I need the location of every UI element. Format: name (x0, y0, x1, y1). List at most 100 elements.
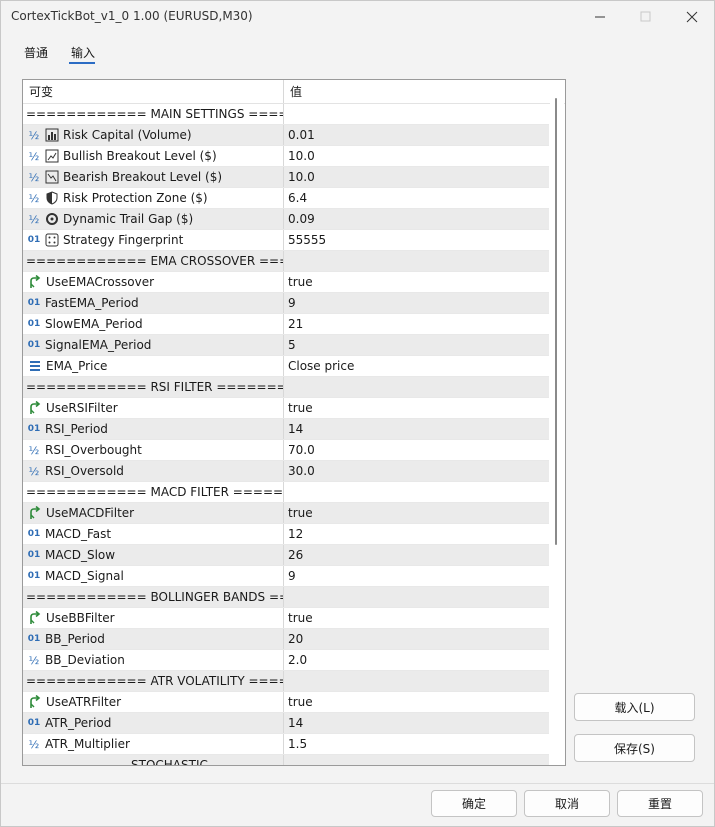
param-row[interactable]: 01 Strategy Fingerprint 55555 (23, 230, 549, 251)
param-row[interactable]: 01 MACD_Signal 9 (23, 566, 549, 587)
value-cell[interactable] (284, 587, 288, 607)
name-cell[interactable]: ============ MACD FILTER =======... (23, 482, 284, 502)
param-row[interactable]: 01 BB_Period 20 (23, 629, 549, 650)
name-cell[interactable]: EMA_Price (23, 356, 284, 376)
section-row[interactable]: ============ MACD FILTER =======... (23, 482, 549, 503)
name-cell[interactable]: UseMACDFilter (23, 503, 284, 523)
value-cell[interactable]: true (288, 401, 313, 415)
name-cell[interactable]: ½ ATR_Multiplier (23, 734, 284, 754)
value-cell[interactable]: true (288, 275, 313, 289)
param-row[interactable]: ½ ATR_Multiplier 1.5 (23, 734, 549, 755)
scrollbar[interactable] (550, 80, 564, 765)
param-row[interactable]: UseMACDFilter true (23, 503, 549, 524)
section-row[interactable]: ============ ATR VOLATILITY =====... (23, 671, 549, 692)
scroll-thumb[interactable] (555, 98, 557, 545)
name-cell[interactable]: UseBBFilter (23, 608, 284, 628)
param-row[interactable]: ½ Bullish Breakout Level ($) 10.0 (23, 146, 549, 167)
section-row[interactable]: ============ RSI FILTER =========... (23, 377, 549, 398)
name-cell[interactable]: 01 SlowEMA_Period (23, 314, 284, 334)
section-row[interactable]: ============ MAIN SETTINGS ====... (23, 104, 549, 125)
param-row[interactable]: UseEMACrossover true (23, 272, 549, 293)
section-row[interactable]: ============ BOLLINGER BANDS ====... (23, 587, 549, 608)
load-button[interactable]: 载入(L) (574, 693, 695, 721)
param-row[interactable]: EMA_Price Close price (23, 356, 549, 377)
section-row[interactable]: STOCHASTIC (23, 755, 549, 765)
value-cell[interactable] (284, 482, 288, 502)
name-cell[interactable]: 01 Strategy Fingerprint (23, 230, 284, 250)
name-cell[interactable]: ============ ATR VOLATILITY =====... (23, 671, 284, 691)
param-row[interactable]: 01 FastEMA_Period 9 (23, 293, 549, 314)
name-cell[interactable]: ½ Bearish Breakout Level ($) (23, 167, 284, 187)
value-cell[interactable]: 21 (288, 317, 304, 331)
value-cell[interactable] (284, 755, 288, 765)
value-cell[interactable]: 0.01 (288, 128, 315, 142)
name-cell[interactable]: ============ EMA CROSSOVER ====... (23, 251, 284, 271)
param-row[interactable]: ½ BB_Deviation 2.0 (23, 650, 549, 671)
name-cell[interactable]: 01 BB_Period (23, 629, 284, 649)
value-cell[interactable]: 10.0 (288, 149, 315, 163)
value-cell[interactable]: true (288, 695, 313, 709)
name-cell[interactable]: 01 FastEMA_Period (23, 293, 284, 313)
value-cell[interactable]: 55555 (288, 233, 327, 247)
value-cell[interactable]: 1.5 (288, 737, 308, 751)
name-cell[interactable]: 01 MACD_Fast (23, 524, 284, 544)
name-cell[interactable]: ½ RSI_Overbought (23, 440, 284, 460)
param-row[interactable]: UseBBFilter true (23, 608, 549, 629)
value-cell[interactable]: 10.0 (288, 170, 315, 184)
name-cell[interactable]: 01 ATR_Period (23, 713, 284, 733)
value-cell[interactable]: true (288, 506, 313, 520)
param-row[interactable]: UseATRFilter true (23, 692, 549, 713)
param-row[interactable]: UseRSIFilter true (23, 398, 549, 419)
value-cell[interactable]: 9 (288, 296, 296, 310)
value-cell[interactable]: 12 (288, 527, 304, 541)
param-row[interactable]: ½ Bearish Breakout Level ($) 10.0 (23, 167, 549, 188)
param-row[interactable]: ½ Risk Protection Zone ($) 6.4 (23, 188, 549, 209)
name-cell[interactable]: ½ Bullish Breakout Level ($) (23, 146, 284, 166)
name-cell[interactable]: ============ RSI FILTER =========... (23, 377, 284, 397)
reset-button[interactable]: 重置 (617, 790, 703, 817)
section-row[interactable]: ============ EMA CROSSOVER ====... (23, 251, 549, 272)
value-cell[interactable]: 0.09 (288, 212, 315, 226)
param-row[interactable]: ½ Dynamic Trail Gap ($) 0.09 (23, 209, 549, 230)
value-cell[interactable] (284, 377, 288, 397)
name-cell[interactable]: ½ Risk Capital (Volume) (23, 125, 284, 145)
name-cell[interactable]: UseRSIFilter (23, 398, 284, 418)
tab[interactable]: 输入 (71, 46, 96, 60)
name-cell[interactable]: 01 SignalEMA_Period (23, 335, 284, 355)
param-row[interactable]: ½ RSI_Oversold 30.0 (23, 461, 549, 482)
tab[interactable]: 普通 (24, 46, 49, 60)
value-cell[interactable]: 14 (288, 716, 304, 730)
param-row[interactable]: ½ Risk Capital (Volume) 0.01 (23, 125, 549, 146)
name-cell[interactable]: ½ Risk Protection Zone ($) (23, 188, 284, 208)
value-cell[interactable]: 26 (288, 548, 304, 562)
param-row[interactable]: 01 MACD_Slow 26 (23, 545, 549, 566)
save-button[interactable]: 保存(S) (574, 734, 695, 762)
param-row[interactable]: ½ RSI_Overbought 70.0 (23, 440, 549, 461)
value-cell[interactable]: 6.4 (288, 191, 308, 205)
name-cell[interactable]: 01 RSI_Period (23, 419, 284, 439)
name-cell[interactable]: ============ MAIN SETTINGS ====... (23, 104, 284, 124)
header-cell[interactable]: 值 (290, 85, 303, 99)
name-cell[interactable]: ============ BOLLINGER BANDS ====... (23, 587, 284, 607)
param-row[interactable]: 01 MACD_Fast 12 (23, 524, 549, 545)
param-row[interactable]: 01 SlowEMA_Period 21 (23, 314, 549, 335)
value-cell[interactable]: 30.0 (288, 464, 315, 478)
value-cell[interactable] (284, 671, 288, 691)
param-row[interactable]: 01 SignalEMA_Period 5 (23, 335, 549, 356)
value-cell[interactable]: 9 (288, 569, 296, 583)
value-cell[interactable]: 70.0 (288, 443, 315, 457)
param-row[interactable]: 01 RSI_Period 14 (23, 419, 549, 440)
value-cell[interactable]: 2.0 (288, 653, 308, 667)
close[interactable] (686, 11, 698, 23)
name-cell[interactable]: ½ Dynamic Trail Gap ($) (23, 209, 284, 229)
name-cell[interactable]: UseEMACrossover (23, 272, 284, 292)
value-cell[interactable]: Close price (288, 359, 355, 373)
value-cell[interactable]: true (288, 611, 313, 625)
name-cell[interactable]: STOCHASTIC (23, 755, 284, 765)
value-cell[interactable]: 14 (288, 422, 304, 436)
name-cell[interactable]: 01 MACD_Signal (23, 566, 284, 586)
name-cell[interactable]: UseATRFilter (23, 692, 284, 712)
cancel-button[interactable]: 取消 (524, 790, 610, 817)
name-cell[interactable]: 01 MACD_Slow (23, 545, 284, 565)
value-cell[interactable] (284, 104, 288, 124)
